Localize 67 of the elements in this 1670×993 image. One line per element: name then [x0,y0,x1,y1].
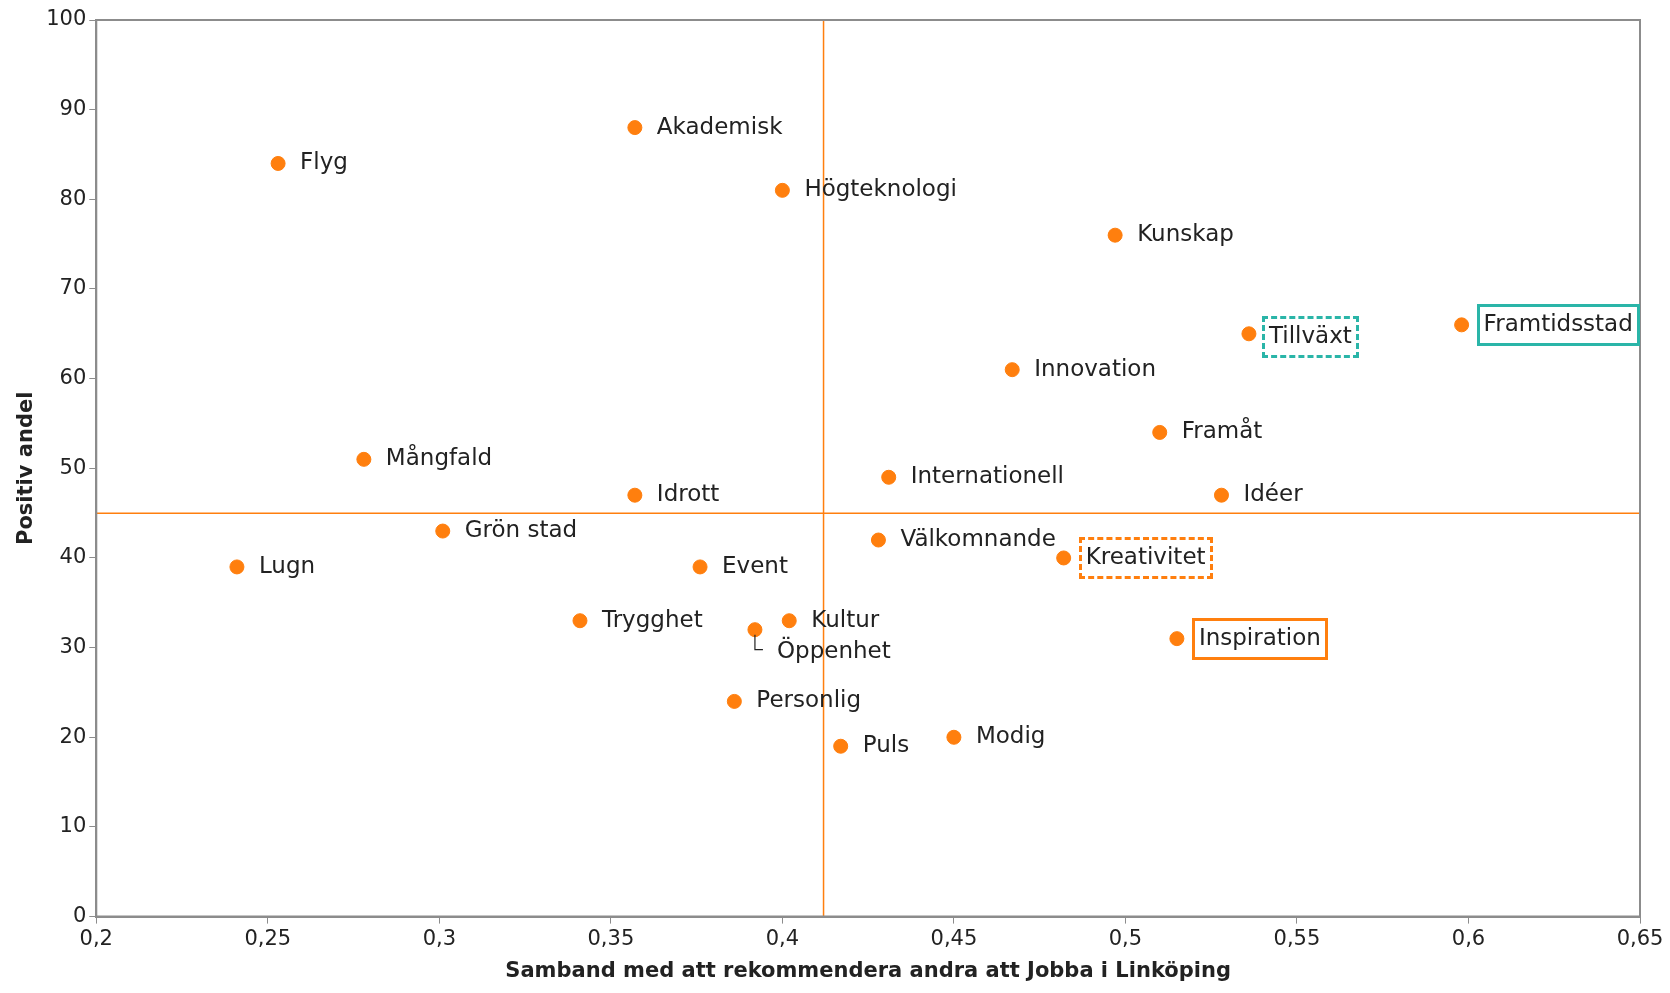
point [270,155,286,171]
annotation: Grön stad [464,516,578,543]
y-tick-label: 20 [59,723,87,748]
x-tick-label: 0,2 [79,925,113,950]
point [627,487,643,503]
point [356,451,372,467]
point [1107,227,1123,243]
point [870,532,886,548]
point [627,120,643,136]
annotation: Trygghet [600,605,703,632]
point [946,729,962,745]
y-tick-label: 60 [59,365,87,390]
point [747,622,763,638]
y-tick-label: 0 [72,903,87,928]
y-tick-label: 30 [59,634,87,659]
y-tick-label: 80 [59,185,87,210]
point [435,523,451,539]
point [726,693,742,709]
x-tick-label: 0,45 [930,925,978,950]
y-tick-label: 90 [59,96,87,121]
annotation: Event [722,551,788,578]
point [572,613,588,629]
point [1454,317,1470,333]
annotation: Internationell [910,462,1064,489]
point [1213,487,1229,503]
annotation: Kreativitet [1085,542,1206,569]
point [1004,362,1020,378]
y-axis-title: Positiv andel [13,391,38,545]
x-tick-label: 0,35 [587,925,635,950]
annotation: Flyg [300,148,348,175]
y-tick-label: 50 [59,454,87,479]
x-tick-label: 0,65 [1616,925,1664,950]
x-tick-label: 0,3 [422,925,457,950]
point [1056,550,1072,566]
point [229,559,245,575]
annotation: Lugn [258,551,316,578]
x-tick-label: 0,55 [1273,925,1321,950]
point [1169,631,1185,647]
x-tick-label: 0,5 [1108,925,1143,950]
y-tick-label: 40 [59,544,87,569]
annotation: Inspiration [1198,623,1321,650]
x-tick-label: 0,4 [765,925,800,950]
y-tick-label: 70 [59,275,87,300]
annotation: Mångfald [385,443,493,471]
point [774,182,790,198]
annotation: Idrott [656,480,720,507]
annotation: Framåt [1181,416,1263,444]
annotation: Framtidsstad [1483,309,1633,336]
x-tick-label: 0,25 [244,925,292,950]
point [881,469,897,485]
point [781,613,797,629]
annotation: Puls [862,731,910,758]
point [833,738,849,754]
annotation: Välkomnande [900,525,1056,551]
annotation: Modig [975,722,1046,749]
point [1241,326,1257,342]
point [1152,424,1168,440]
x-axis-title: Samband med att rekommendera andra att Jobba i Linköping [505,957,1231,982]
y-tick-label: 10 [59,813,87,838]
x-tick-label: 0,6 [1451,925,1486,950]
annotation: Innovation [1034,354,1156,381]
annotation: Idéer [1243,480,1304,507]
y-tick-label: 100 [46,6,87,31]
annotation: Tillväxt [1267,321,1352,348]
annotation: Kunskap [1137,220,1234,247]
annotation: Akademisk [656,112,784,139]
point [692,559,708,575]
